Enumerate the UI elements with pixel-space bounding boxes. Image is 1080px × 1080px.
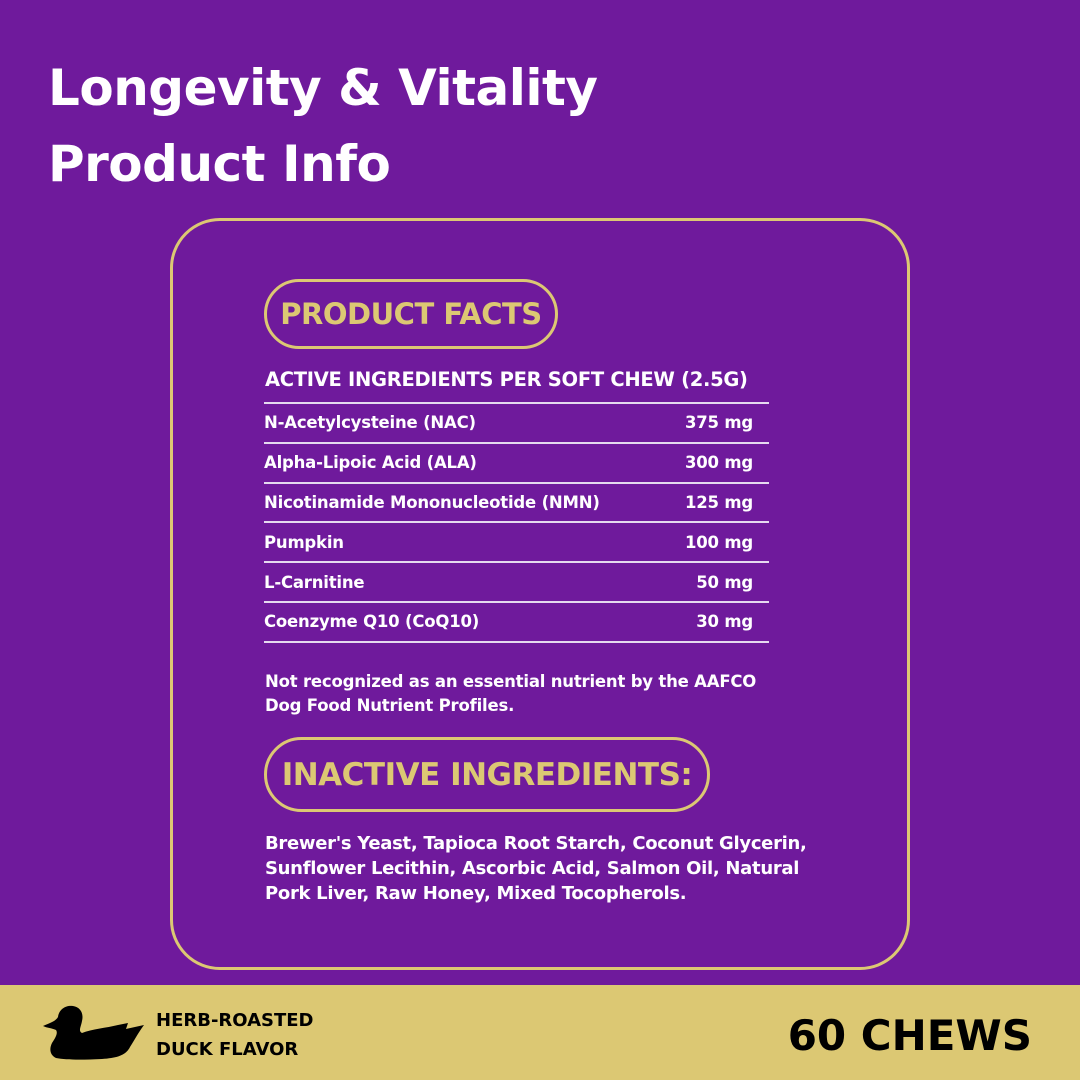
- ingredient-name: Pumpkin: [264, 532, 344, 552]
- ingredients-table: N-Acetylcysteine (NAC) 375 mg Alpha-Lipoi…: [264, 402, 769, 643]
- table-row: Nicotinamide Mononucleotide (NMN) 125 mg: [264, 484, 769, 524]
- table-row: Alpha-Lipoic Acid (ALA) 300 mg: [264, 444, 769, 484]
- ingredient-name: Coenzyme Q10 (CoQ10): [264, 612, 480, 632]
- ingredient-name: Alpha-Lipoic Acid (ALA): [264, 453, 477, 473]
- active-ingredients-header: ACTIVE INGREDIENTS PER SOFT CHEW (2.5G): [265, 368, 748, 391]
- ingredient-amount: 100 mg: [685, 532, 753, 552]
- table-row: Coenzyme Q10 (CoQ10) 30 mg: [264, 603, 769, 643]
- ingredient-amount: 125 mg: [685, 492, 753, 512]
- title-line-2: Product Info: [48, 135, 391, 193]
- flavor-line-2: DUCK FLAVOR: [156, 1039, 299, 1060]
- chew-count: 60 CHEWS: [787, 1011, 1032, 1060]
- flavor-label: HERB-ROASTED DUCK FLAVOR: [156, 1006, 314, 1064]
- ingredient-amount: 30 mg: [696, 612, 753, 632]
- inactive-ingredients-badge: INACTIVE INGREDIENTS:: [264, 737, 710, 812]
- ingredient-name: Nicotinamide Mononucleotide (NMN): [264, 492, 600, 512]
- page-title: Longevity & Vitality Product Info: [48, 50, 598, 202]
- aafco-note: Not recognized as an essential nutrient …: [265, 672, 757, 715]
- ingredient-name: N-Acetylcysteine (NAC): [264, 413, 476, 433]
- footer-band: HERB-ROASTED DUCK FLAVOR 60 CHEWS: [0, 985, 1080, 1080]
- ingredient-amount: 50 mg: [696, 572, 753, 592]
- table-row: N-Acetylcysteine (NAC) 375 mg: [264, 404, 769, 444]
- ingredient-amount: 300 mg: [685, 453, 753, 473]
- table-row: Pumpkin 100 mg: [264, 523, 769, 564]
- flavor-line-1: HERB-ROASTED: [156, 1010, 314, 1031]
- product-info-card: [170, 218, 910, 970]
- product-facts-badge: PRODUCT FACTS: [264, 279, 558, 349]
- duck-icon: [43, 1005, 144, 1060]
- table-row: L-Carnitine 50 mg: [264, 563, 769, 603]
- ingredient-amount: 375 mg: [685, 413, 753, 433]
- ingredient-name: L-Carnitine: [264, 572, 365, 592]
- title-line-1: Longevity & Vitality: [48, 59, 598, 117]
- inactive-ingredients-text: Brewer's Yeast, Tapioca Root Starch, Coc…: [265, 833, 807, 904]
